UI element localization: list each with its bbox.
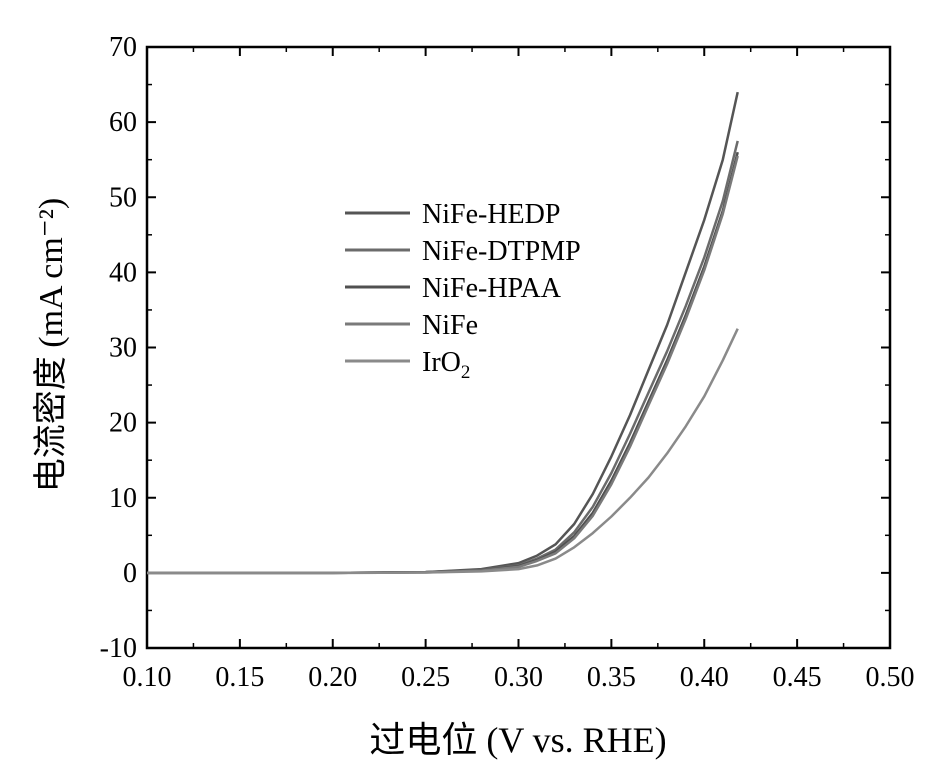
x-tick-label: 0.45 <box>773 662 822 693</box>
y-tick-label: 40 <box>109 257 137 288</box>
legend-label: IrO2 <box>422 347 470 383</box>
legend: NiFe-HEDP NiFe-DTPMP NiFe-HPAA NiFe IrO2 <box>345 199 581 383</box>
y-tick-label: 0 <box>123 558 137 589</box>
x-tick-label: 0.15 <box>215 662 264 693</box>
legend-label: NiFe-HPAA <box>422 273 562 304</box>
x-tick-label: 0.25 <box>401 662 450 693</box>
legend-label: NiFe <box>422 310 478 341</box>
y-tick-label: 70 <box>109 32 137 63</box>
series-line <box>147 328 739 575</box>
y-tick-label: 60 <box>109 107 137 138</box>
legend-label: NiFe-HEDP <box>422 199 560 230</box>
y-tick-label: 30 <box>109 333 137 364</box>
x-tick-label: 0.30 <box>494 662 543 693</box>
x-tick-label: 0.35 <box>587 662 636 693</box>
y-tick-label: 50 <box>109 182 137 213</box>
x-tick-label: 0.10 <box>123 662 172 693</box>
y-tick-label: 10 <box>109 483 137 514</box>
x-axis: 0.10 0.15 0.20 0.25 0.30 0.35 0.40 0.45 0.50 <box>123 47 915 693</box>
plot-border <box>145 45 892 650</box>
x-axis-label: 过电位 (V vs. RHE) <box>369 720 666 760</box>
plot-frame <box>145 45 892 650</box>
y-tick-label: 20 <box>109 408 137 439</box>
y-axis-label: 电流密度 (mA cm⁻²) <box>32 198 70 492</box>
x-tick-label: 0.20 <box>308 662 357 693</box>
series-layer <box>147 91 739 575</box>
legend-label: NiFe-DTPMP <box>422 236 581 267</box>
y-axis: -10 0 10 20 30 40 50 60 70 <box>100 32 890 664</box>
y-tick-label: -10 <box>100 633 137 664</box>
x-tick-label: 0.40 <box>680 662 729 693</box>
x-tick-label: 0.50 <box>866 662 915 693</box>
